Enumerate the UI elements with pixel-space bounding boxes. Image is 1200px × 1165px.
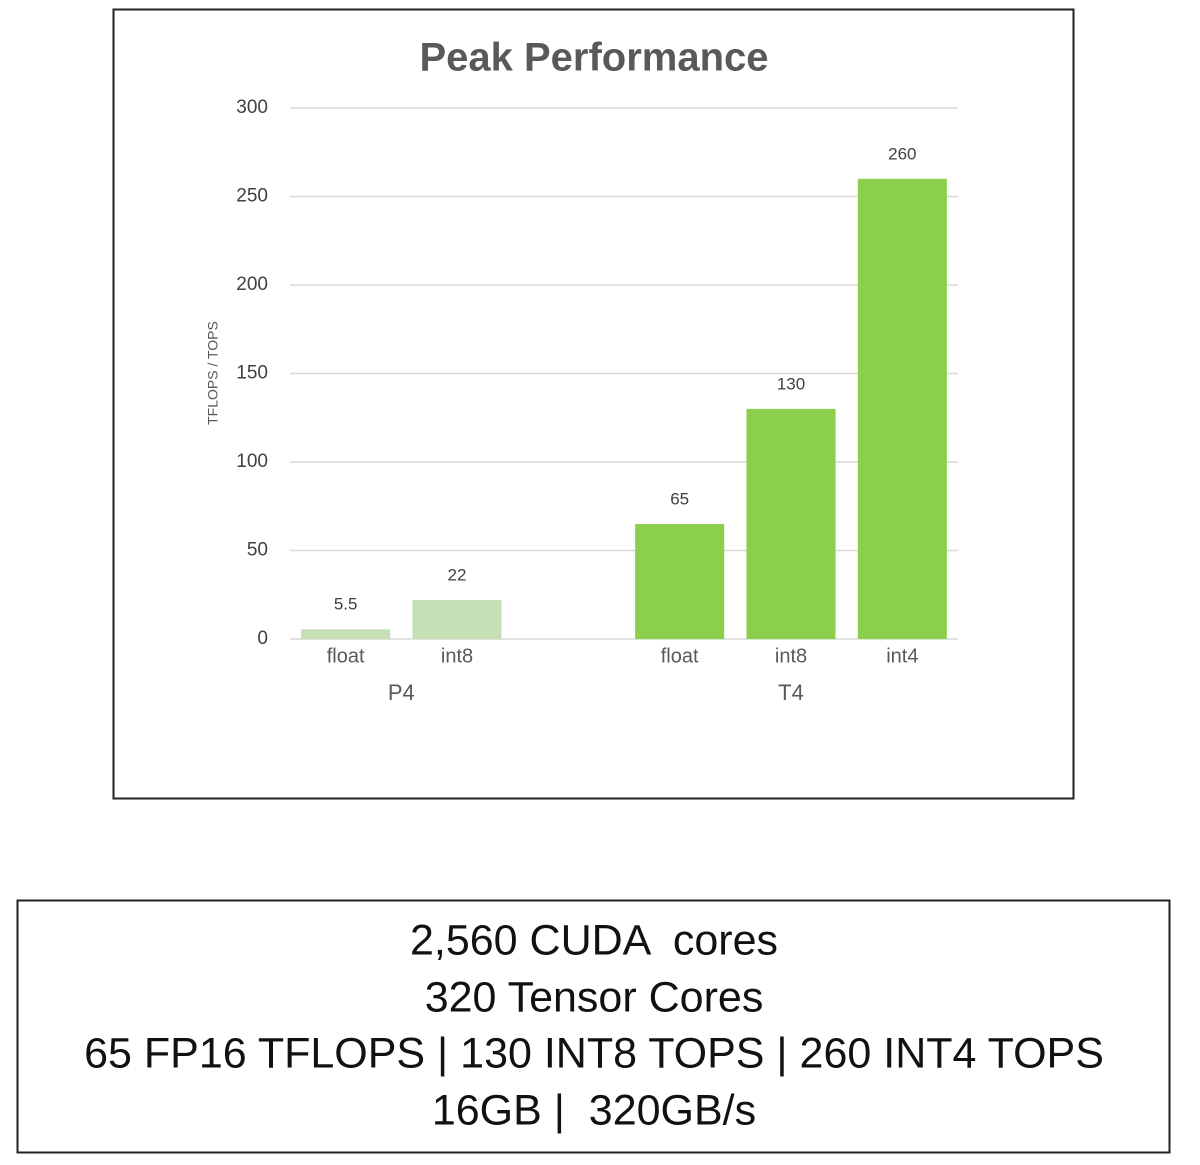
x-tick-label: int8 xyxy=(775,645,807,667)
y-tick-label: 300 xyxy=(236,97,268,118)
y-tick-label: 50 xyxy=(247,540,268,561)
value-label: 22 xyxy=(448,566,467,585)
value-label: 130 xyxy=(777,374,805,393)
spec-box xyxy=(16,899,1171,1154)
plot: 0 50 100 150 200 250 300 5.5 float 22 int8 P4 65 floa… xyxy=(236,97,958,705)
x-tick-label: float xyxy=(661,645,699,667)
y-tick-label: 150 xyxy=(236,363,268,384)
y-axis-label: TFLOPS / TOPS xyxy=(205,321,221,425)
y-tick-label: 250 xyxy=(236,186,268,207)
chart-title: Peak Performance xyxy=(419,36,768,80)
spec-line: 2,560 CUDA cores xyxy=(410,916,778,964)
bar xyxy=(301,629,391,639)
bar xyxy=(412,600,502,639)
y-tick-label: 100 xyxy=(236,451,268,472)
group-label: P4 xyxy=(388,680,415,705)
bar xyxy=(857,178,947,640)
x-tick-label: float xyxy=(327,645,365,667)
y-tick-label: 200 xyxy=(236,274,268,295)
value-label: 260 xyxy=(888,144,916,163)
x-tick-label: int8 xyxy=(441,645,473,667)
bar xyxy=(635,523,725,639)
spec-line: 320 Tensor Cores xyxy=(425,973,764,1021)
spec-line: 16GB | 320GB/s xyxy=(432,1086,756,1134)
value-label: 5.5 xyxy=(334,595,358,614)
group-label: T4 xyxy=(778,680,804,705)
y-tick-label: 0 xyxy=(257,628,268,649)
spec-line: 65 FP16 TFLOPS | 130 INT8 TOPS | 260 INT… xyxy=(84,1029,1104,1077)
bar xyxy=(746,408,836,639)
x-tick-label: int4 xyxy=(886,645,918,667)
value-label: 65 xyxy=(670,489,689,508)
